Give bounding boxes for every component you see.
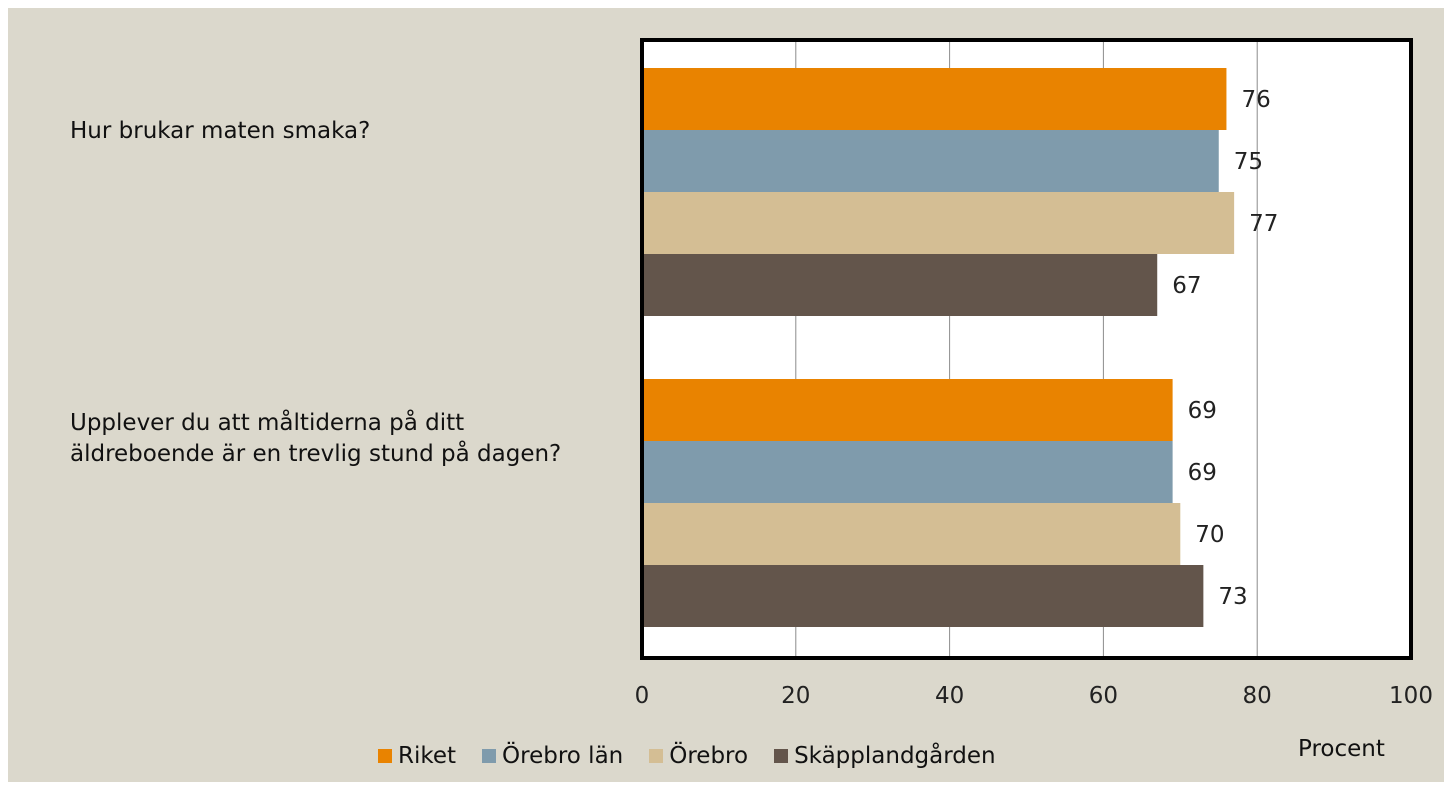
legend-item-0: Riket — [378, 743, 456, 769]
legend-label-1: Örebro län — [502, 743, 624, 769]
category-label-1: Upplever du att måltiderna på ditt äldre… — [70, 410, 562, 467]
bar-2-1 — [642, 503, 1181, 565]
data-label-1-0: 75 — [1234, 149, 1263, 175]
bar-chart: 76 69 75 69 77 70 67 73 0 20 40 60 80 100 — [635, 38, 1433, 709]
bar-2-0 — [642, 192, 1235, 254]
data-label-0-0: 76 — [1241, 87, 1270, 113]
legend: Riket Örebro län Örebro Skäpplandgården — [378, 743, 1022, 769]
legend-item-3: Skäpplandgården — [774, 743, 996, 769]
legend-label-2: Örebro — [669, 743, 749, 769]
data-label-3-0: 67 — [1172, 273, 1201, 299]
legend-label-3: Skäpplandgården — [794, 743, 996, 769]
bar-0-1 — [642, 379, 1173, 441]
legend-swatch-3 — [774, 749, 789, 763]
plot-border — [640, 38, 1413, 660]
category-label-0: Hur brukar maten smaka? — [70, 118, 371, 144]
bar-3-0 — [642, 254, 1158, 316]
data-label-2-0: 77 — [1249, 211, 1278, 237]
x-tick-label-0: 0 — [635, 683, 650, 709]
chart-frame: Hur brukar maten smaka? Upplever du att … — [8, 8, 1444, 782]
data-label-2-1: 70 — [1195, 522, 1224, 548]
legend-swatch-2 — [649, 749, 664, 763]
legend-swatch-0 — [378, 749, 392, 763]
data-label-0-1: 69 — [1188, 398, 1217, 424]
legend-label-0: Riket — [398, 743, 457, 769]
x-axis-label: Procent — [1298, 736, 1385, 762]
x-tick-label-1: 20 — [781, 683, 810, 709]
legend-item-2: Örebro — [649, 743, 748, 769]
x-tick-label-5: 100 — [1389, 683, 1433, 709]
x-tick-label-2: 40 — [935, 683, 964, 709]
bar-0-0 — [642, 68, 1227, 130]
data-label-1-1: 69 — [1188, 460, 1217, 486]
legend-item-1: Örebro län — [482, 743, 623, 769]
bar-1-0 — [642, 130, 1219, 192]
data-label-3-1: 73 — [1218, 584, 1247, 610]
bar-1-1 — [642, 441, 1173, 503]
x-tick-label-4: 80 — [1243, 683, 1272, 709]
bar-3-1 — [642, 565, 1204, 627]
x-tick-label-3: 60 — [1089, 683, 1118, 709]
legend-swatch-1 — [482, 749, 497, 763]
